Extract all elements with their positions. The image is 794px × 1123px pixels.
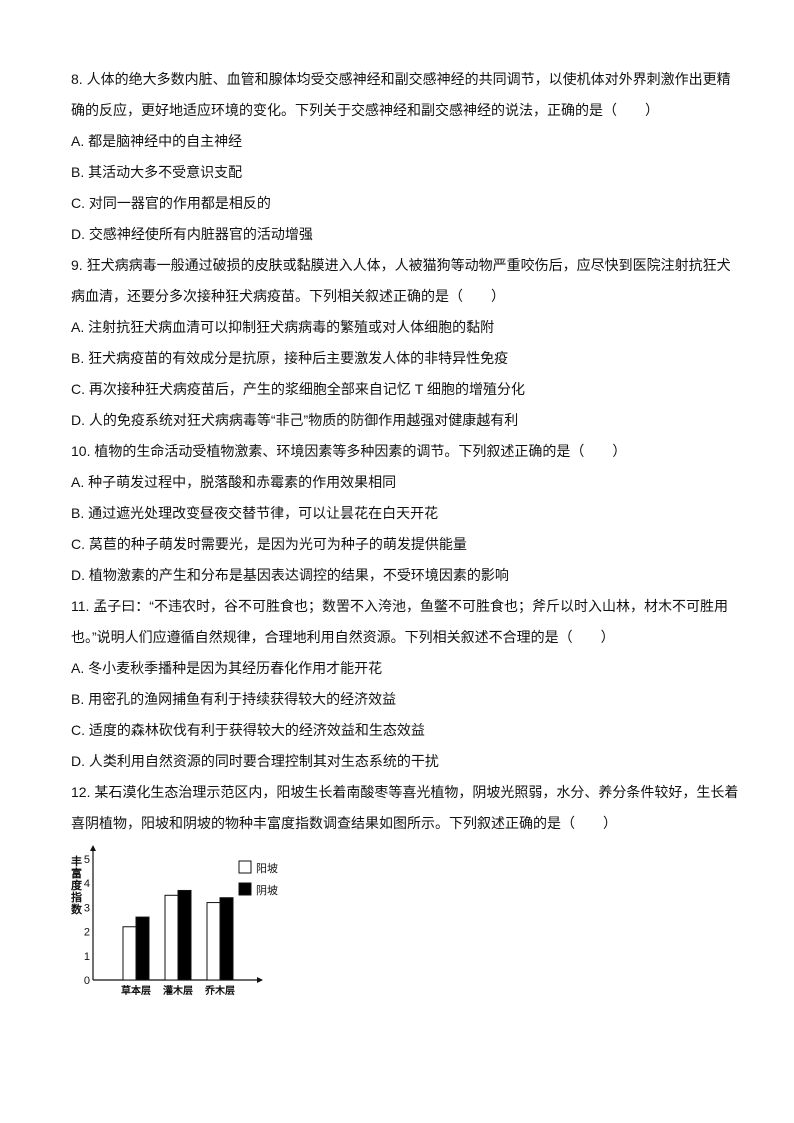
option-b: B. 狂犬病疫苗的有效成分是抗原，接种后主要激发人体的非特异性免疫 (71, 350, 509, 366)
x-tick-label: 灌木层 (163, 984, 193, 997)
y-tick-label: 3 (84, 902, 90, 914)
bar-阳坡 (206, 902, 221, 981)
option-d: D. 人的免疫系统对狂犬病病毒等“非己”物质的防御作用越强对健康越有利 (71, 412, 519, 428)
option-c: C. 适度的森林砍伐有利于获得较大的经济效益和生态效益 (71, 722, 425, 738)
legend-swatch (238, 860, 252, 874)
y-axis-arrow (90, 845, 96, 851)
y-tick-label: 5 (84, 854, 90, 866)
y-axis-label-char: 指 (71, 890, 82, 904)
legend-label: 阳坡 (256, 862, 278, 875)
question-12: 12. 某石漠化生态治理示范区内，阳坡生长着南酸枣等喜光植物，阴坡光照弱，水分、… (71, 777, 741, 839)
question-11: 11. 孟子曰：“不违农时，谷不可胜食也；数罟不入洿池，鱼鳖不可胜食也；斧斤以时… (71, 591, 741, 777)
question-stem: 12. 某石漠化生态治理示范区内，阳坡生长着南酸枣等喜光植物，阴坡光照弱，水分、… (71, 784, 739, 831)
question-stem: 9. 狂犬病病毒一般通过破损的皮肤或黏膜进入人体，人被猫狗等动物严重咬伤后，应尽… (71, 257, 731, 304)
option-d: D. 交感神经使所有内脏器官的活动增强 (71, 226, 313, 242)
option-a: A. 冬小麦秋季播种是因为其经历春化作用才能开花 (71, 660, 383, 676)
x-axis-arrow (257, 977, 263, 983)
option-c: C. 莴苣的种子萌发时需要光，是因为光可为种子的萌发提供能量 (71, 536, 467, 552)
legend-swatch (238, 882, 252, 896)
option-a: A. 注射抗狂犬病血清可以抑制狂犬病病毒的繁殖或对人体细胞的黏附 (71, 319, 495, 335)
question-stem: 8. 人体的绝大多数内脏、血管和腺体均受交感神经和副交感神经的共同调节，以使机体… (71, 71, 731, 118)
question-8: 8. 人体的绝大多数内脏、血管和腺体均受交感神经和副交感神经的共同调节，以使机体… (71, 64, 741, 250)
question-9: 9. 狂犬病病毒一般通过破损的皮肤或黏膜进入人体，人被猫狗等动物严重咬伤后，应尽… (71, 250, 741, 436)
exam-page: 8. 人体的绝大多数内脏、血管和腺体均受交感神经和副交感神经的共同调节，以使机体… (71, 64, 741, 839)
option-c: C. 再次接种狂犬病疫苗后，产生的浆细胞全部来自记忆 T 细胞的增殖分化 (71, 381, 525, 397)
bar-阴坡 (135, 916, 150, 981)
x-tick-label: 草本层 (121, 984, 151, 997)
y-tick-label: 0 (84, 975, 90, 987)
y-tick-label: 1 (84, 951, 90, 963)
question-10: 10. 植物的生命活动受植物激素、环境因素等多种因素的调节。下列叙述正确的是（ … (71, 436, 741, 591)
question-stem: 10. 植物的生命活动受植物激素、环境因素等多种因素的调节。下列叙述正确的是（ … (71, 443, 627, 459)
y-axis-label-char: 富 (71, 866, 82, 880)
y-tick-label: 4 (84, 878, 90, 890)
option-c: C. 对同一器官的作用都是相反的 (71, 195, 271, 211)
bar-阳坡 (122, 926, 137, 981)
option-b: B. 用密孔的渔网捕鱼有利于持续获得较大的经济效益 (71, 691, 397, 707)
option-b: B. 其活动大多不受意识支配 (71, 164, 243, 180)
question-stem: 11. 孟子曰：“不违农时，谷不可胜食也；数罟不入洿池，鱼鳖不可胜食也；斧斤以时… (71, 598, 728, 645)
option-a: A. 种子萌发过程中，脱落酸和赤霉素的作用效果相同 (71, 474, 397, 490)
option-b: B. 通过遮光处理改变昼夜交替节律，可以让昙花在白天开花 (71, 505, 439, 521)
x-tick-label: 乔木层 (204, 984, 235, 997)
option-d: D. 植物激素的产生和分布是基因表达调控的结果，不受环境因素的影响 (71, 567, 509, 583)
y-axis-label-char: 数 (71, 902, 83, 916)
option-d: D. 人类利用自然资源的同时要合理控制其对生态系统的干扰 (71, 753, 439, 769)
option-a: A. 都是脑神经中的自主神经 (71, 133, 243, 149)
bar-阴坡 (177, 889, 192, 981)
y-axis-label-char: 丰 (71, 854, 82, 868)
legend-label: 阴坡 (256, 884, 278, 897)
bar-阴坡 (219, 897, 234, 981)
y-tick-label: 2 (84, 927, 90, 939)
bar-阳坡 (164, 894, 179, 981)
y-axis-label-char: 度 (71, 878, 83, 892)
